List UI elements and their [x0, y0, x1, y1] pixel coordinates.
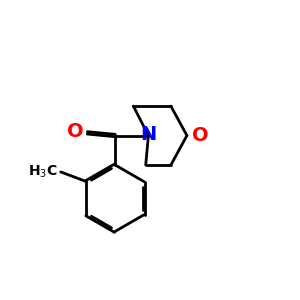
Text: H$_3$C: H$_3$C [28, 164, 58, 180]
Text: O: O [192, 126, 209, 145]
Text: O: O [67, 122, 84, 141]
Text: N: N [140, 125, 157, 144]
